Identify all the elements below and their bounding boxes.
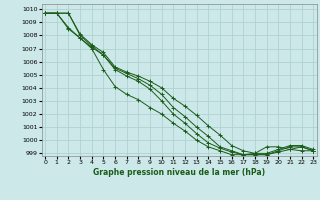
X-axis label: Graphe pression niveau de la mer (hPa): Graphe pression niveau de la mer (hPa) xyxy=(93,168,265,177)
